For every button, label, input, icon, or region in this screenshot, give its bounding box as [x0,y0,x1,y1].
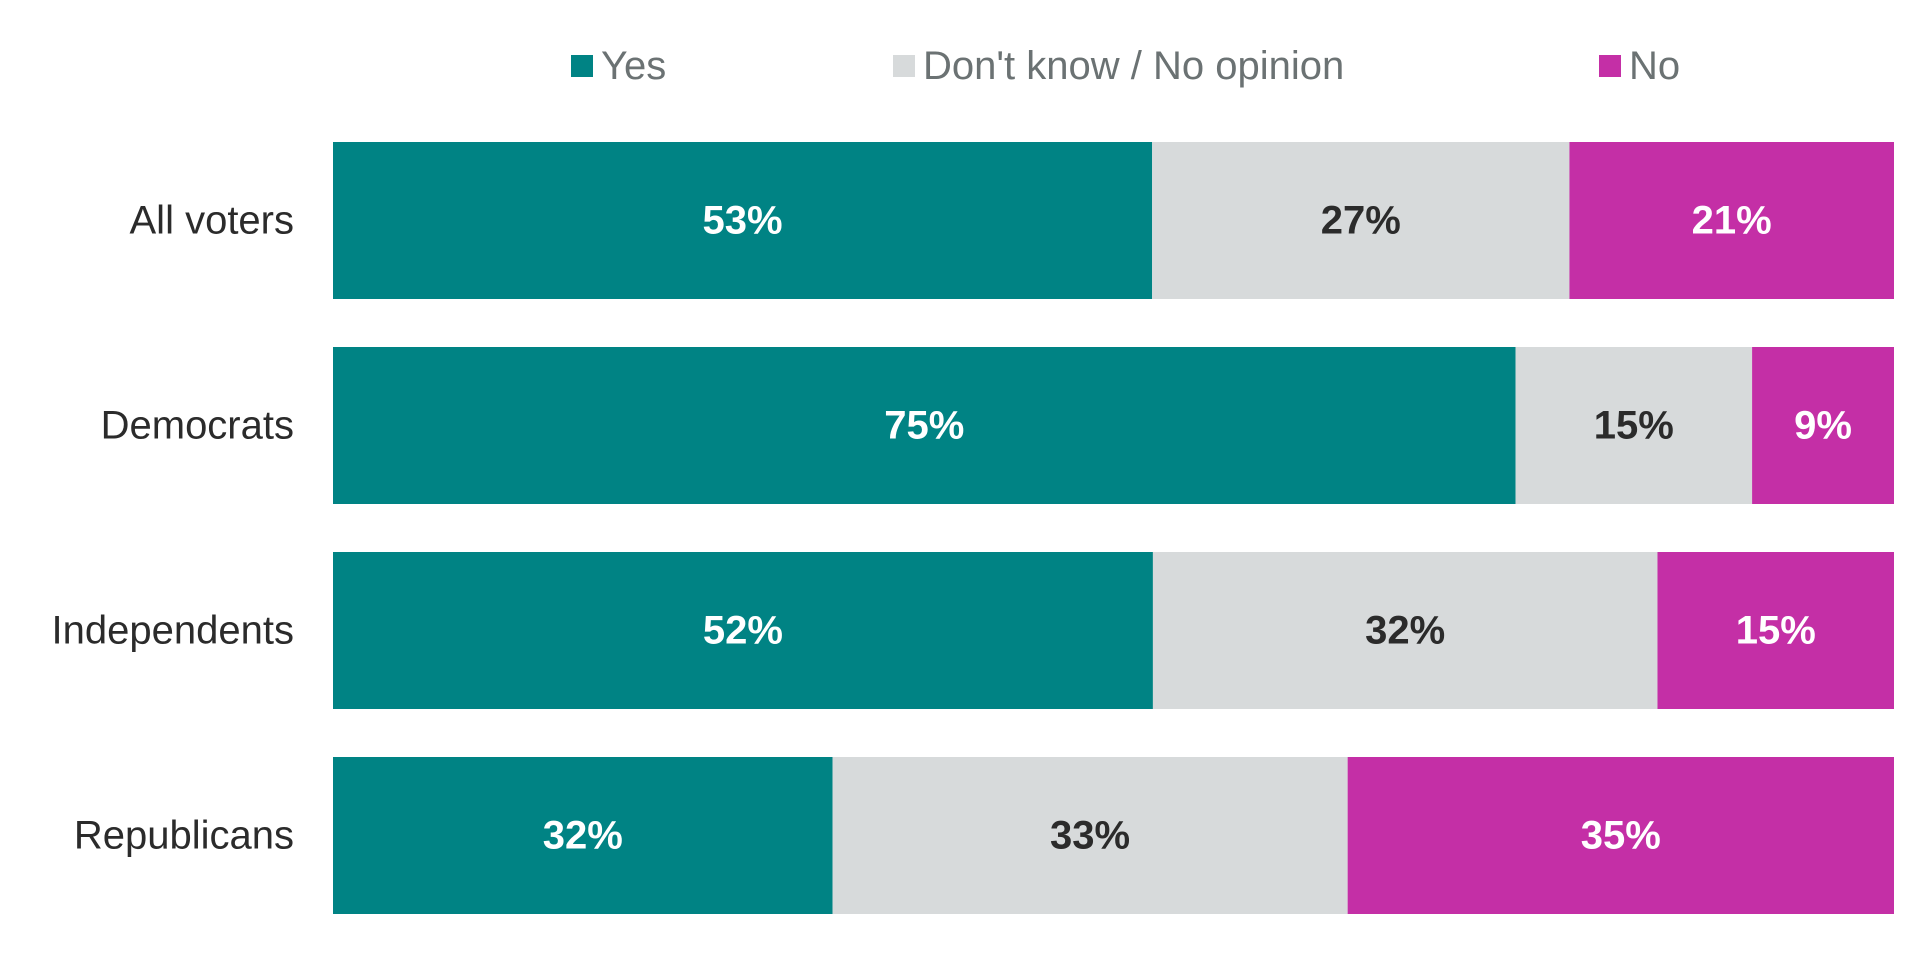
category-label: Democrats [101,404,294,448]
bar-segment [1657,552,1894,709]
legend-label: Don't know / No opinion [923,44,1344,88]
data-label: 75% [884,404,964,448]
bars [333,142,1894,914]
bar-segment [1752,347,1894,504]
data-label: 21% [1692,199,1772,243]
category-label: Independents [52,609,294,653]
legend: Yes Don't know / No opinion No [571,44,1680,88]
data-label: 32% [1365,609,1445,653]
data-label: 32% [543,814,623,858]
bar-segment [832,757,1348,914]
bar-segment [333,142,1153,299]
data-label: 33% [1050,814,1130,858]
value-labels: 53% 27% 21% 75% 15% 9% 52% 32% 15% 32% 33% 35% [543,199,1852,858]
data-label: 9% [1794,404,1852,448]
data-label: 35% [1581,814,1661,858]
data-label: 15% [1594,404,1674,448]
bar-segment [1569,142,1894,299]
category-label: All voters [130,199,295,243]
bar-segment [333,757,833,914]
bar-segment [333,347,1516,504]
legend-label: Yes [601,44,666,88]
legend-swatch [571,55,593,77]
bar-segment [1152,552,1658,709]
bar-segment [1347,757,1894,914]
bar-segment [1152,142,1570,299]
bar-segment [1515,347,1753,504]
data-label: 52% [703,609,783,653]
category-labels: All voters Democrats Independents Republica… [52,199,294,858]
category-label: Republicans [74,814,294,858]
legend-swatch [1599,55,1621,77]
data-label: 27% [1321,199,1401,243]
bar-segment [333,552,1153,709]
data-label: 53% [703,199,783,243]
data-label: 15% [1736,609,1816,653]
legend-label: No [1629,44,1680,88]
legend-swatch [893,55,915,77]
